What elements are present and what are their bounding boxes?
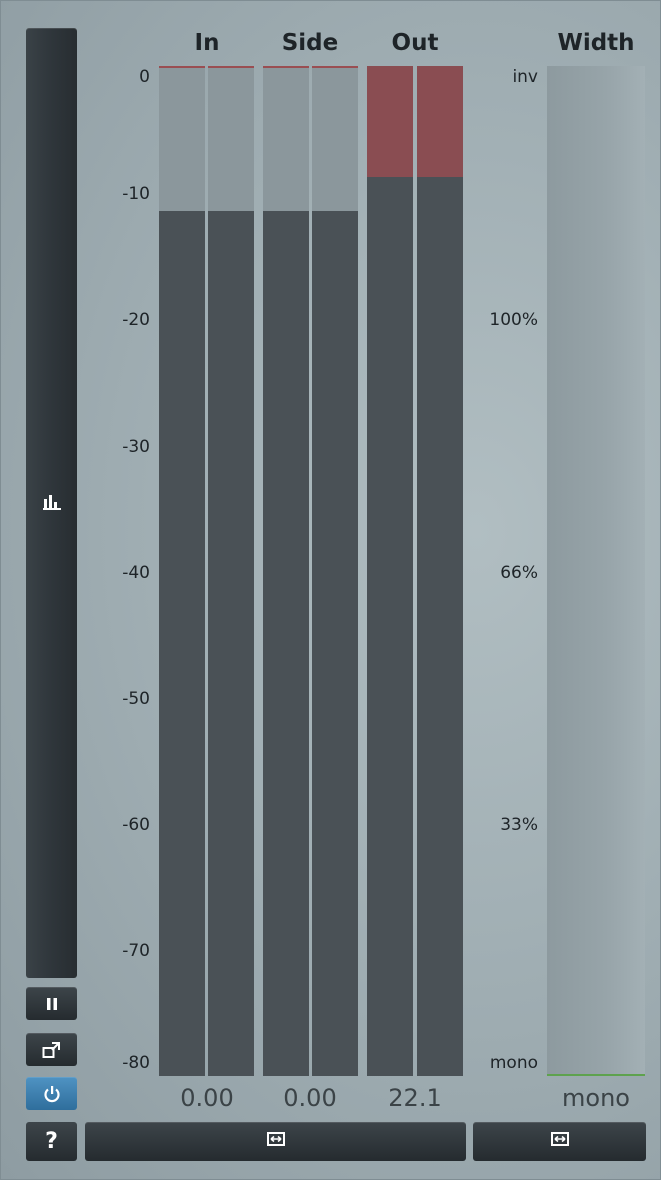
width-tick: 33% bbox=[500, 815, 538, 835]
expand-icon bbox=[266, 1132, 285, 1151]
header-width: Width bbox=[557, 30, 635, 56]
expand-width-button[interactable] bbox=[473, 1122, 646, 1161]
help-button[interactable]: ? bbox=[26, 1122, 77, 1161]
side-value: 0.00 bbox=[283, 1084, 337, 1112]
meter-view-toggle[interactable] bbox=[26, 28, 77, 978]
side-meter-left bbox=[263, 66, 309, 1076]
db-tick: -70 bbox=[122, 941, 150, 961]
meter-clip-region bbox=[367, 66, 413, 177]
meter-headroom bbox=[208, 66, 254, 211]
out-meter-left bbox=[367, 66, 413, 1076]
popout-icon bbox=[42, 1041, 62, 1059]
out-value: 22.1 bbox=[388, 1084, 442, 1112]
popout-button[interactable] bbox=[26, 1033, 77, 1066]
expand-meters-button[interactable] bbox=[85, 1122, 466, 1161]
header-side: Side bbox=[281, 30, 339, 56]
expand-icon bbox=[550, 1132, 569, 1151]
meter-headroom bbox=[159, 66, 205, 211]
width-tick: 66% bbox=[500, 563, 538, 583]
in-value: 0.00 bbox=[180, 1084, 234, 1112]
width-meter bbox=[547, 66, 645, 1076]
meter-headroom bbox=[312, 66, 358, 211]
peak-indicator bbox=[159, 66, 205, 68]
power-icon bbox=[42, 1084, 62, 1104]
peak-indicator bbox=[208, 66, 254, 68]
db-tick: -60 bbox=[122, 815, 150, 835]
header-in: In bbox=[194, 30, 220, 56]
in-meter-right bbox=[208, 66, 254, 1076]
db-tick: -80 bbox=[122, 1053, 150, 1073]
db-tick: -10 bbox=[122, 184, 150, 204]
db-tick: -30 bbox=[122, 437, 150, 457]
side-meter-right bbox=[312, 66, 358, 1076]
width-tick: inv bbox=[512, 67, 538, 87]
db-tick: -40 bbox=[122, 563, 150, 583]
pause-button[interactable] bbox=[26, 987, 77, 1020]
width-tick: 100% bbox=[489, 310, 538, 330]
width-level-line bbox=[547, 1074, 645, 1076]
in-meter-left bbox=[159, 66, 205, 1076]
width-value: mono bbox=[562, 1084, 630, 1112]
peak-indicator bbox=[312, 66, 358, 68]
bar-chart-icon bbox=[43, 494, 61, 510]
width-tick: mono bbox=[489, 1053, 538, 1073]
pause-icon bbox=[46, 997, 58, 1011]
out-meter-right bbox=[417, 66, 463, 1076]
meter-clip-region bbox=[417, 66, 463, 177]
help-icon: ? bbox=[45, 1129, 58, 1154]
db-tick: -50 bbox=[122, 689, 150, 709]
power-button[interactable] bbox=[26, 1077, 77, 1110]
db-tick: -20 bbox=[122, 310, 150, 330]
db-tick: 0 bbox=[139, 67, 150, 87]
peak-indicator bbox=[263, 66, 309, 68]
header-out: Out bbox=[391, 30, 439, 56]
meter-headroom bbox=[263, 66, 309, 211]
